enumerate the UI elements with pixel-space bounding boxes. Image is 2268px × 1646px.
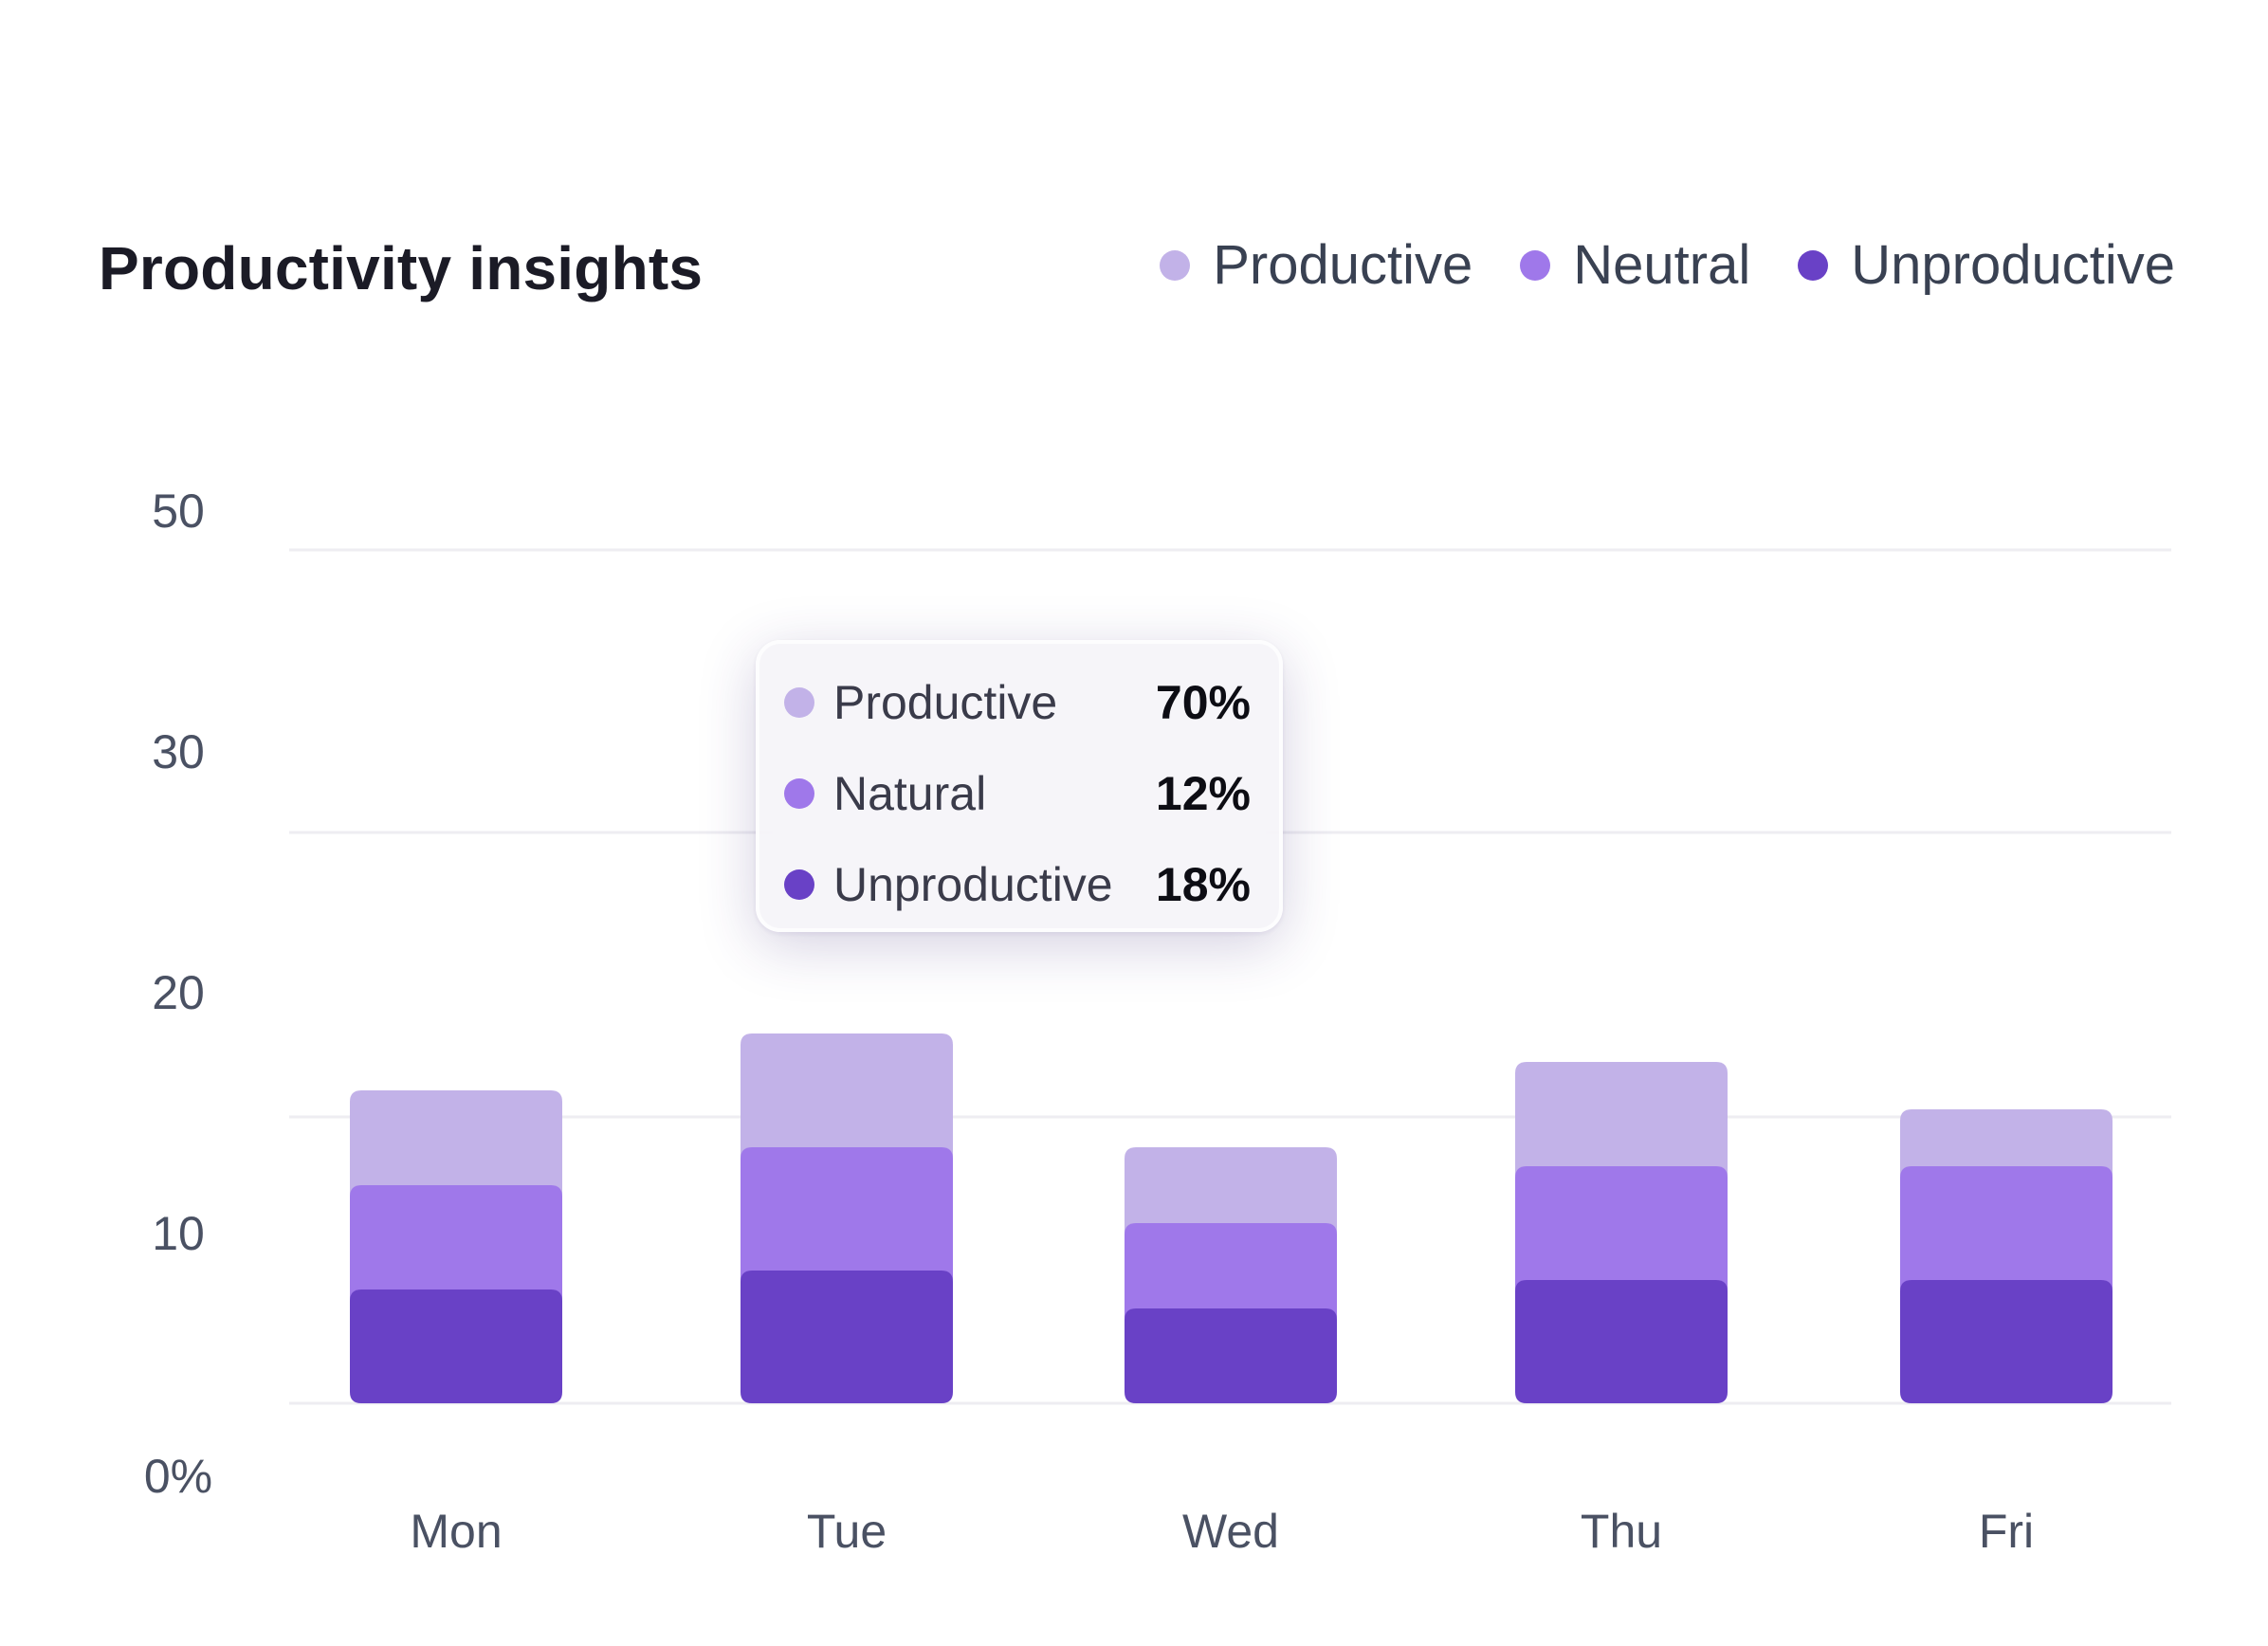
y-tick-label: 0% — [144, 1450, 212, 1503]
legend-item-neutral[interactable]: Neutral — [1520, 233, 1750, 297]
tooltip-label-natural: Natural — [833, 767, 987, 820]
tooltip-dot-productive — [784, 687, 814, 718]
tooltip-row-unproductive: Unproductive 18% — [784, 839, 1251, 930]
bar-fri-productive[interactable] — [1900, 1109, 2113, 1178]
bar-mon-productive[interactable] — [350, 1090, 562, 1197]
tooltip-row-natural: Natural 12% — [784, 748, 1251, 839]
bar-stack-fri[interactable] — [1900, 1109, 2113, 1403]
bar-thu-unproductive[interactable] — [1515, 1280, 1728, 1403]
tooltip-value-natural: 12% — [1155, 767, 1251, 820]
tooltip-label-productive: Productive — [833, 676, 1058, 729]
legend-label-neutral: Neutral — [1573, 234, 1751, 296]
bar-wed-unproductive[interactable] — [1125, 1308, 1337, 1403]
bar-mon-unproductive[interactable] — [350, 1289, 562, 1403]
legend-label-productive: Productive — [1213, 234, 1473, 296]
x-tick-label-mon: Mon — [410, 1505, 502, 1558]
tooltip-row-productive: Productive 70% — [784, 657, 1251, 748]
bar-stack-thu[interactable] — [1515, 1062, 1728, 1403]
chart-legend: Productive Neutral Unproductive — [1160, 233, 2175, 297]
legend-dot-productive — [1160, 249, 1191, 281]
chart-title: Productivity insights — [99, 234, 704, 302]
bar-mon-neutral[interactable] — [350, 1185, 562, 1301]
y-tick-label: 10 — [152, 1207, 205, 1260]
bar-wed-productive[interactable] — [1125, 1147, 1337, 1234]
bar-fri-unproductive[interactable] — [1900, 1280, 2113, 1403]
chart-tooltip: Productive 70% Natural 12% Unproductive … — [756, 640, 1283, 932]
tooltip-value-unproductive: 18% — [1155, 858, 1251, 911]
tooltip-label-unproductive: Unproductive — [833, 858, 1113, 911]
legend-item-productive[interactable]: Productive — [1160, 233, 1472, 297]
y-tick-label: 30 — [152, 725, 205, 778]
tooltip-dot-natural — [784, 778, 814, 809]
tooltip-value-productive: 70% — [1155, 676, 1251, 729]
bar-stack-wed[interactable] — [1125, 1147, 1337, 1403]
legend-item-unproductive[interactable]: Unproductive — [1798, 233, 2175, 297]
bar-stack-tue[interactable] — [741, 1033, 953, 1403]
bar-wed-neutral[interactable] — [1125, 1223, 1337, 1320]
x-tick-label-wed: Wed — [1182, 1505, 1279, 1558]
y-tick-label: 50 — [152, 485, 205, 538]
x-tick-label-fri: Fri — [1979, 1505, 2034, 1558]
x-tick-label-thu: Thu — [1581, 1505, 1662, 1558]
bar-thu-productive[interactable] — [1515, 1062, 1728, 1178]
legend-label-unproductive: Unproductive — [1851, 234, 2175, 296]
bar-stack-mon[interactable] — [350, 1090, 562, 1403]
bar-fri-neutral[interactable] — [1900, 1166, 2113, 1291]
legend-dot-neutral — [1520, 249, 1551, 281]
legend-dot-unproductive — [1798, 249, 1829, 281]
bar-thu-neutral[interactable] — [1515, 1166, 1728, 1291]
bar-tue-productive[interactable] — [741, 1033, 953, 1159]
x-tick-label-tue: Tue — [807, 1505, 887, 1558]
y-tick-label: 20 — [152, 966, 205, 1019]
bar-tue-neutral[interactable] — [741, 1147, 953, 1282]
tooltip-dot-unproductive — [784, 869, 814, 900]
bar-tue-unproductive[interactable] — [741, 1271, 953, 1403]
